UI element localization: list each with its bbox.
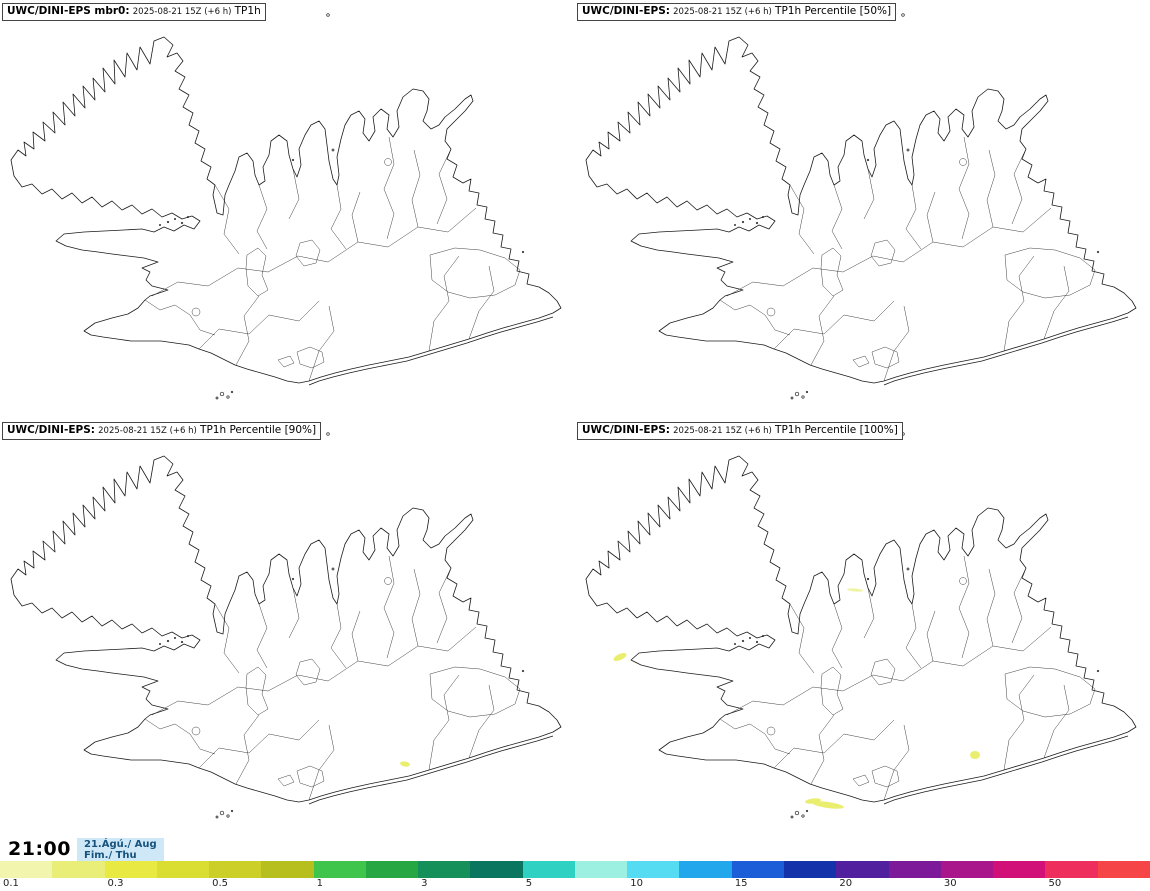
forecast-panel-grid: UWC/DINI-EPS mbr0: 2025-08-21 15Z (+6 h)… [0,0,1150,838]
colorbar-segment [888,861,941,878]
precip-spots [613,588,980,809]
panel-title: UWC/DINI-EPS: 2025-08-21 15Z (+6 h) TP1h… [577,422,903,440]
colorbar-segment [522,861,575,878]
run-datetime-label: 2025-08-21 15Z (+6 h) [98,426,197,436]
precip-area [805,798,821,804]
panel-title: UWC/DINI-EPS: 2025-08-21 15Z (+6 h) TP1h… [577,3,897,21]
precip-area [400,761,410,767]
iceland-map [585,432,1137,819]
map-panel-p90: UWC/DINI-EPS: 2025-08-21 15Z (+6 h) TP1h… [0,419,575,838]
colorbar-tick-label: 0.5 [212,878,228,889]
model-label: UWC/DINI-EPS: [582,5,670,17]
colorbar-segment [0,861,53,878]
precip-area [613,652,627,662]
colorbar-segment [52,861,105,878]
colorbar-segment [574,861,628,878]
footer: 21:00 21.Ágú./ Aug Fim./ Thu 0.1 0.3 0.5 1 3… [0,838,1150,891]
run-datetime-label: 2025-08-21 15Z (+6 h) [673,426,772,436]
precip-area [847,588,863,592]
model-label: UWC/DINI-EPS: [582,424,670,436]
colorbar-segment [470,861,523,878]
iceland-map [10,432,562,819]
colorbar-segment [418,861,471,878]
colorbar-segment [365,861,419,878]
parameter-label: TP1h Percentile [100%] [775,424,898,436]
valid-time-row: 21:00 21.Ágú./ Aug Fim./ Thu [0,838,1150,861]
precipitation-colorbar [0,861,1150,878]
colorbar-tick-label: 3 [421,878,428,889]
colorbar-labels: 0.1 0.3 0.5 1 3 5 10 15 20 30 50 [0,878,1150,891]
precip-area [970,751,980,759]
colorbar-segment [1097,861,1150,878]
colorbar-tick-label: 30 [943,878,957,889]
map-panel-mbr0: UWC/DINI-EPS mbr0: 2025-08-21 15Z (+6 h)… [0,0,575,419]
colorbar-tick-label: 15 [734,878,748,889]
precip-area [812,801,844,809]
colorbar-segment [627,861,680,878]
colorbar-segment [731,861,784,878]
iceland-map [585,13,1137,400]
colorbar-segment [783,861,837,878]
colorbar-segment [679,861,732,878]
valid-date-line2: Fim./ Thu [83,850,137,861]
colorbar-segment [836,861,889,878]
map-panel-p100: UWC/DINI-EPS: 2025-08-21 15Z (+6 h) TP1h… [575,419,1150,838]
panel-title: UWC/DINI-EPS mbr0: 2025-08-21 15Z (+6 h)… [2,3,266,21]
map-panel-p50: UWC/DINI-EPS: 2025-08-21 15Z (+6 h) TP1h… [575,0,1150,419]
parameter-label: TP1h [234,5,261,17]
precip-spots [400,761,410,767]
colorbar-tick-label: 0.1 [3,878,19,889]
colorbar-segment [1045,861,1098,878]
run-datetime-label: 2025-08-21 15Z (+6 h) [132,7,232,17]
parameter-label: TP1h Percentile [50%] [775,5,892,17]
colorbar-tick-label: 5 [525,878,533,889]
colorbar-segment [261,861,314,878]
iceland-map [10,13,562,400]
colorbar-tick-label: 1 [316,878,323,889]
model-label: UWC/DINI-EPS mbr0: [7,5,130,17]
model-label: UWC/DINI-EPS: [7,424,95,436]
colorbar-segment [156,861,210,878]
panel-title: UWC/DINI-EPS: 2025-08-21 15Z (+6 h) TP1h… [2,422,322,440]
colorbar-tick-label: 20 [839,878,853,889]
colorbar-segment [104,861,157,878]
run-datetime-label: 2025-08-21 15Z (+6 h) [673,7,772,17]
parameter-label: TP1h Percentile [90%] [200,424,317,436]
colorbar-segment [209,861,262,878]
colorbar-segment [993,861,1046,878]
valid-date-box: 21.Ágú./ Aug Fim./ Thu [76,838,164,861]
colorbar-tick-label: 10 [630,878,643,889]
valid-time-label: 21:00 [8,838,71,860]
colorbar-segment [313,861,366,878]
colorbar-tick-label: 50 [1048,878,1062,889]
valid-date-line1: 21.Ágú./ Aug [83,839,157,850]
colorbar-segment [940,861,994,878]
colorbar-tick-label: 0.3 [107,878,124,889]
